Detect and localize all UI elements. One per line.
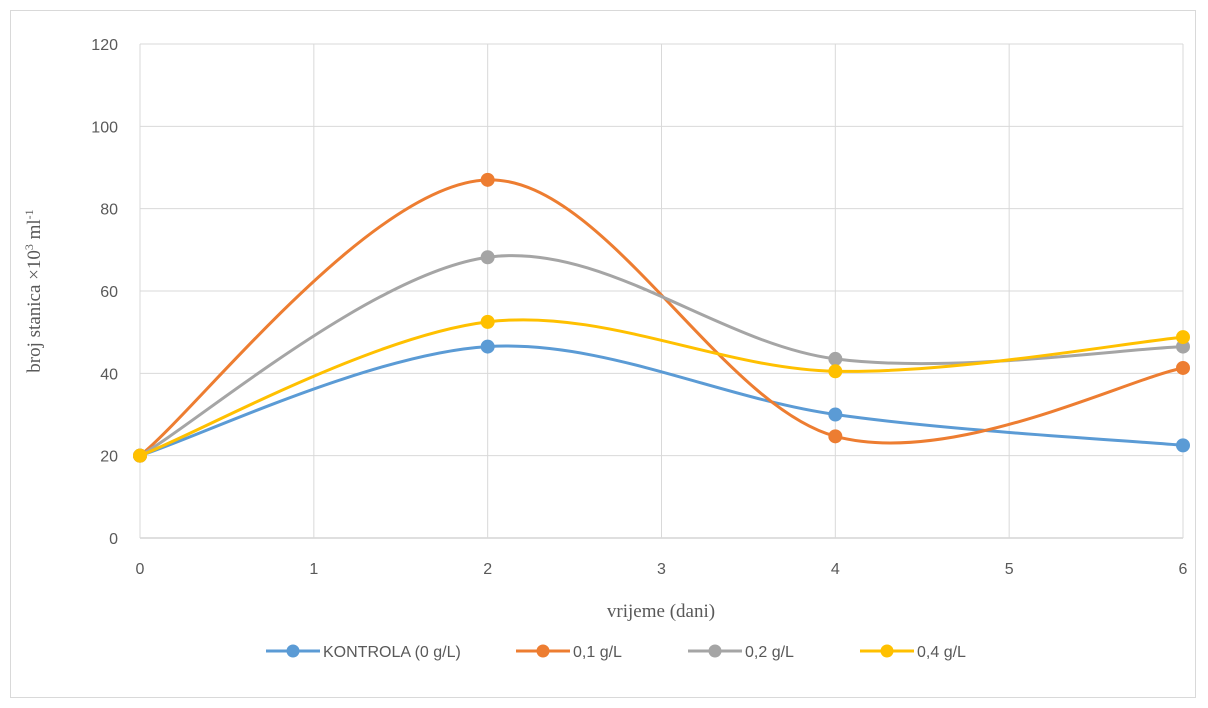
x-tick-label: 5 [1005, 561, 1014, 578]
chart-frame [10, 10, 1196, 698]
y-tick-label: 80 [100, 202, 118, 219]
x-tick-labels: 0 1 2 3 4 5 6 [136, 561, 1188, 578]
y-tick-label: 40 [100, 366, 118, 383]
x-tick-label: 2 [483, 561, 492, 578]
legend-marker [880, 644, 894, 658]
y-tick-label: 20 [100, 449, 118, 466]
data-point [1176, 360, 1190, 375]
data-point [480, 250, 495, 265]
data-point [828, 407, 843, 422]
legend-item: 0,1 g/L [516, 644, 622, 661]
data-point [480, 314, 495, 329]
y-axis-title: broj stanica ×103 ml-1 [22, 209, 45, 372]
grid-lines [139, 43, 1184, 539]
legend-label: KONTROLA (0 g/L) [323, 644, 461, 661]
legend: KONTROLA (0 g/L) 0,1 g/L 0,2 g/L 0,4 g/L [266, 644, 966, 661]
x-tick-label: 4 [831, 561, 840, 578]
x-axis-title: vrijeme (dani) [607, 601, 715, 622]
series-lines [133, 172, 1190, 463]
y-tick-label: 100 [91, 119, 118, 136]
series-line [138, 178, 1185, 458]
x-tick-label: 1 [309, 561, 318, 578]
legend-marker [708, 644, 722, 658]
legend-label: 0,2 g/L [745, 644, 794, 661]
y-tick-label: 120 [91, 37, 118, 54]
y-tick-labels: 0 20 40 60 80 100 120 [91, 37, 118, 548]
y-axis-title-main: broj stanica ×10 [24, 250, 45, 373]
y-axis-title-mid: ml [24, 219, 45, 244]
series-line [138, 318, 1185, 458]
series-3 [133, 314, 1190, 463]
legend-item: KONTROLA (0 g/L) [266, 644, 461, 661]
data-point [828, 429, 843, 444]
y-axis-title-sup1: 3 [22, 244, 36, 250]
legend-label: 0,1 g/L [573, 644, 622, 661]
y-tick-label: 0 [109, 531, 118, 548]
data-point [1176, 438, 1190, 453]
data-point [480, 339, 495, 354]
y-tick-label: 60 [100, 284, 118, 301]
data-point [1176, 330, 1190, 345]
data-point [480, 172, 495, 187]
x-tick-label: 3 [657, 561, 666, 578]
data-point [133, 448, 147, 463]
legend-marker [536, 644, 550, 658]
legend-item: 0,2 g/L [688, 644, 794, 661]
y-axis-title-sup2: -1 [22, 209, 36, 219]
x-tick-label: 0 [136, 561, 145, 578]
legend-item: 0,4 g/L [860, 644, 966, 661]
data-point [828, 351, 843, 366]
legend-label: 0,4 g/L [917, 644, 966, 661]
legend-marker [286, 644, 300, 658]
x-tick-label: 6 [1179, 561, 1188, 578]
series-line [138, 344, 1185, 458]
data-point [828, 364, 843, 379]
